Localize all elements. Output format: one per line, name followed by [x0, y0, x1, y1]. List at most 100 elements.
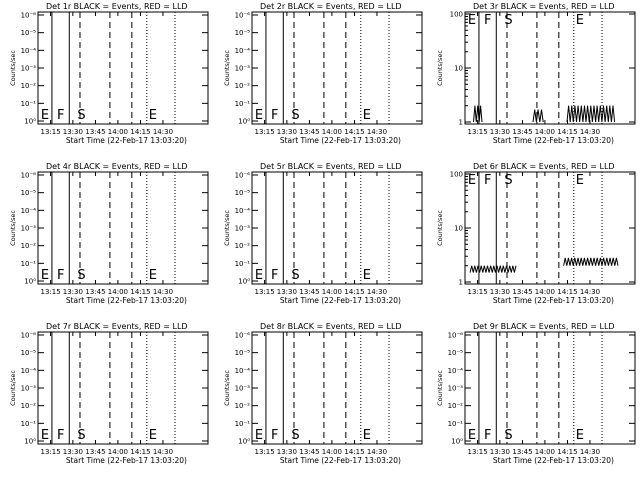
y-tick-label: 10⁻¹	[235, 420, 251, 428]
y-axis-label: Counts/sec	[223, 210, 231, 246]
x-tick-label: 13:15	[254, 448, 274, 456]
y-tick-label: 10⁻⁶	[21, 12, 37, 20]
x-tick-label: 13:30	[490, 448, 510, 456]
y-tick-label: 10⁰	[238, 438, 250, 446]
y-tick-label: 100	[450, 171, 463, 179]
panel-title: Det 6r BLACK = Events, RED = LLD	[473, 162, 615, 171]
event-trace	[473, 105, 483, 123]
x-tick-label: 13:30	[63, 288, 83, 296]
x-tick-label: 14:00	[322, 288, 342, 296]
phase-marker-e: E	[255, 108, 263, 123]
y-tick-label: 10⁻³	[235, 65, 251, 73]
y-tick-label: 10⁻³	[235, 385, 251, 393]
x-tick-label: 13:30	[63, 448, 83, 456]
y-tick-label: 1	[459, 119, 463, 127]
x-tick-label: 14:30	[580, 448, 600, 456]
x-tick-label: 14:15	[344, 288, 364, 296]
y-tick-label: 10⁻⁵	[235, 189, 251, 197]
y-tick-label: 10⁻²	[21, 82, 37, 90]
x-tick-label: 13:30	[490, 288, 510, 296]
x-tick-label: 14:30	[153, 288, 173, 296]
x-tick-label: 13:15	[40, 448, 60, 456]
x-tick-label: 14:15	[557, 448, 577, 456]
x-tick-label: 13:30	[63, 128, 83, 136]
y-tick-label: 10⁻¹	[448, 420, 464, 428]
panel-title: Det 5r BLACK = Events, RED = LLD	[260, 162, 402, 171]
x-tick-label: 13:45	[299, 288, 319, 296]
x-tick-label: 13:45	[512, 448, 532, 456]
x-axis-label: Start Time (22-Feb-17 13:03:20)	[493, 296, 614, 305]
phase-marker-s: S	[77, 268, 85, 283]
y-axis-label: Counts/sec	[436, 50, 444, 86]
phase-marker-e: E	[363, 108, 371, 123]
phase-marker-e: E	[468, 13, 476, 28]
y-tick-label: 10⁻¹	[21, 260, 37, 268]
phase-marker-s: S	[77, 428, 85, 443]
x-tick-label: 14:15	[130, 128, 150, 136]
phase-marker-f: F	[484, 13, 491, 28]
y-tick-label: 10⁻⁵	[448, 349, 464, 357]
phase-marker-e: E	[468, 173, 476, 188]
y-tick-label: 10⁰	[238, 278, 250, 286]
y-tick-label: 10⁻⁶	[235, 332, 251, 340]
y-axis-label: Counts/sec	[436, 210, 444, 246]
x-axis-label: Start Time (22-Feb-17 13:03:20)	[280, 296, 401, 305]
y-tick-label: 10⁻⁵	[235, 349, 251, 357]
x-tick-label: 14:15	[344, 448, 364, 456]
x-axis-label: Start Time (22-Feb-17 13:03:20)	[66, 456, 187, 465]
y-tick-label: 10	[454, 225, 463, 233]
y-tick-label: 10⁻²	[235, 82, 251, 90]
y-tick-label: 10⁻³	[21, 385, 37, 393]
phase-marker-e: E	[576, 428, 584, 443]
x-tick-label: 14:30	[367, 288, 387, 296]
y-tick-label: 10⁻²	[235, 242, 251, 250]
phase-marker-e: E	[41, 108, 49, 123]
y-tick-label: 10⁰	[24, 278, 36, 286]
x-tick-label: 14:00	[108, 128, 128, 136]
y-tick-label: 10	[454, 65, 463, 73]
x-tick-label: 14:30	[367, 448, 387, 456]
event-trace	[563, 257, 619, 266]
x-tick-label: 14:00	[535, 288, 555, 296]
y-tick-label: 10⁻⁴	[235, 47, 251, 55]
y-tick-label: 10⁻¹	[235, 260, 251, 268]
phase-marker-f: F	[57, 268, 64, 283]
phase-marker-s: S	[291, 268, 299, 283]
x-tick-label: 14:15	[130, 288, 150, 296]
x-tick-label: 13:15	[254, 128, 274, 136]
x-tick-label: 14:00	[108, 448, 128, 456]
y-axis-label: Counts/sec	[436, 370, 444, 406]
phase-marker-e: E	[255, 268, 263, 283]
y-tick-label: 10⁻⁵	[21, 189, 37, 197]
phase-marker-f: F	[271, 268, 278, 283]
x-tick-label: 13:30	[277, 128, 297, 136]
phase-marker-s: S	[504, 428, 512, 443]
phase-marker-f: F	[57, 428, 64, 443]
y-tick-label: 10⁰	[24, 118, 36, 126]
x-tick-label: 13:15	[254, 288, 274, 296]
panel-title: Det 8r BLACK = Events, RED = LLD	[260, 322, 402, 331]
phase-marker-s: S	[77, 108, 85, 123]
x-tick-label: 13:30	[277, 288, 297, 296]
event-trace	[532, 109, 544, 123]
y-tick-label: 10⁻⁴	[235, 207, 251, 215]
y-tick-label: 10⁻⁶	[448, 332, 464, 340]
panel-det-7: Det 7r BLACK = Events, RED = LLD 13:15 13:…	[9, 322, 209, 465]
x-tick-label: 14:15	[344, 128, 364, 136]
phase-marker-e: E	[41, 268, 49, 283]
y-axis-label: Counts/sec	[9, 50, 17, 86]
panel-title: Det 7r BLACK = Events, RED = LLD	[46, 322, 188, 331]
y-tick-label: 10⁻⁵	[21, 29, 37, 37]
y-tick-label: 10⁻³	[21, 225, 37, 233]
x-tick-label: 13:45	[85, 288, 105, 296]
y-tick-label: 10⁻²	[21, 402, 37, 410]
x-tick-label: 14:30	[580, 288, 600, 296]
x-tick-label: 13:15	[40, 288, 60, 296]
y-tick-label: 10⁻³	[21, 65, 37, 73]
phase-marker-s: S	[291, 108, 299, 123]
x-tick-label: 13:15	[467, 448, 487, 456]
